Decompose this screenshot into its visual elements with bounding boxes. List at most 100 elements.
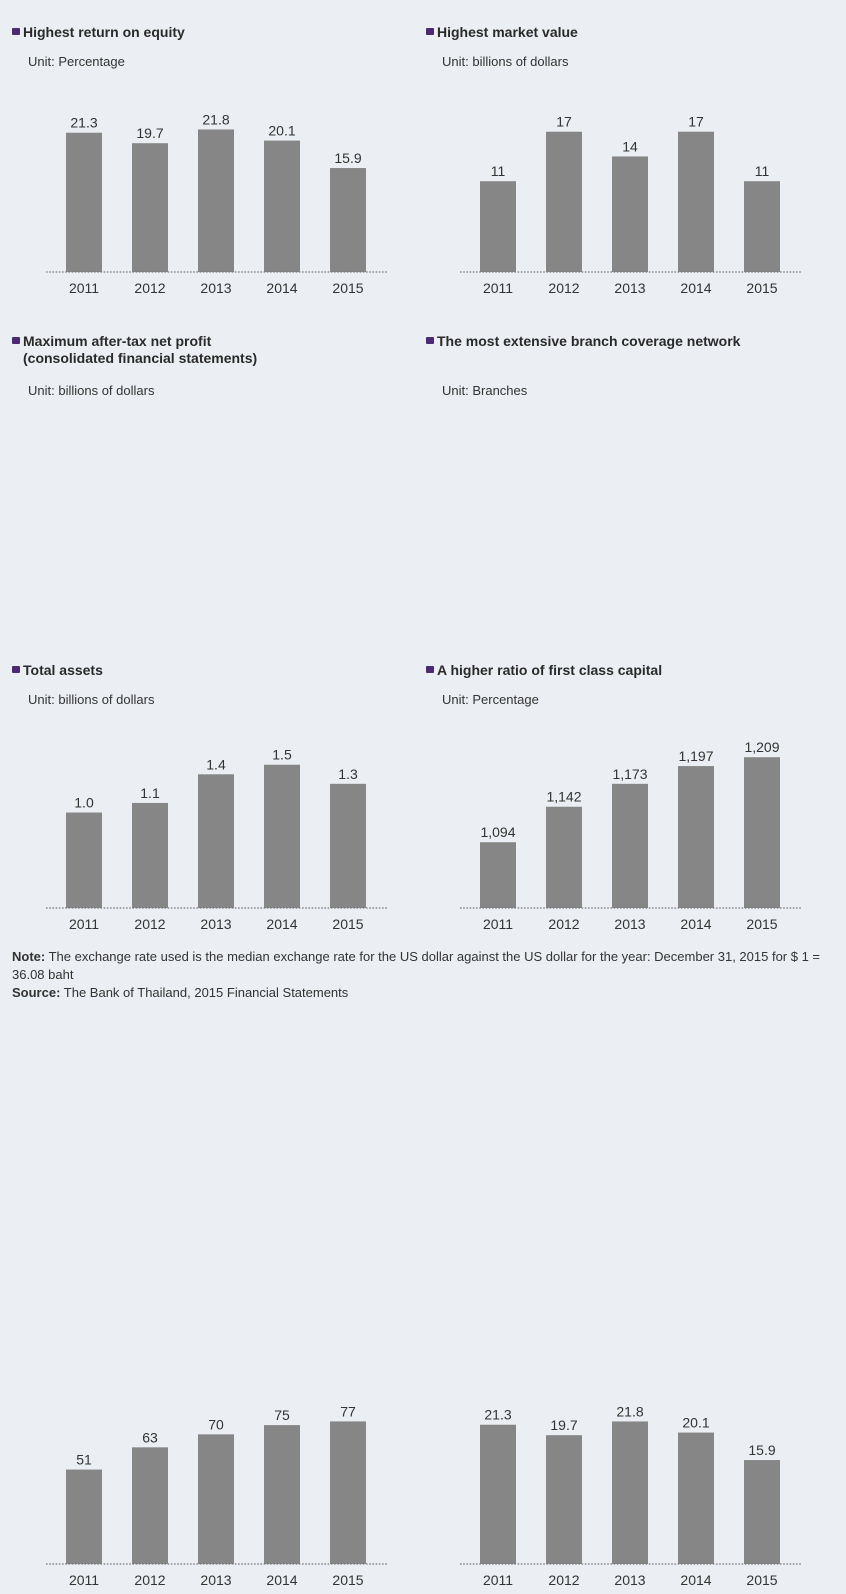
data-label: 1.5 [272, 747, 292, 763]
x-tick-label: 2012 [548, 1572, 579, 1588]
bar [744, 757, 780, 908]
bar [480, 842, 516, 908]
x-tick-label: 2012 [134, 280, 165, 296]
chart-unit: Unit: Percentage [442, 692, 539, 707]
x-tick-label: 2014 [266, 280, 297, 296]
x-tick-label: 2015 [332, 280, 363, 296]
data-label: 1,197 [678, 748, 713, 764]
data-label: 15.9 [748, 1442, 775, 1458]
bar-chart: 1,094 2011 1,142 2012 1,173 2013 1,197 2014 1,20… [460, 739, 802, 932]
footer-note: Note: The exchange rate used is the medi… [12, 948, 840, 984]
x-tick-label: 2012 [134, 1572, 165, 1588]
bar [330, 168, 366, 272]
x-tick-label: 2015 [332, 1572, 363, 1588]
bar [612, 783, 648, 908]
chart-title-text: The most extensive branch coverage netwo… [437, 333, 741, 349]
chart-unit: Unit: billions of dollars [442, 54, 569, 69]
footer-source: Source: The Bank of Thailand, 2015 Finan… [12, 984, 840, 1002]
data-label: 20.1 [268, 123, 295, 139]
data-label: 1.0 [74, 794, 94, 810]
bar [264, 764, 300, 908]
bar [264, 1425, 300, 1564]
chart-panel: The most extensive branch coverage netwo… [426, 333, 826, 938]
data-label: 1.4 [206, 756, 226, 772]
x-tick-label: 2011 [69, 916, 99, 932]
bullet-icon [12, 666, 20, 673]
x-tick-label: 2013 [200, 916, 231, 932]
data-label: 11 [491, 163, 506, 179]
data-label: 19.7 [550, 1417, 577, 1433]
bar [612, 156, 648, 272]
bar [132, 802, 168, 908]
chart-panel: Maximum after-tax net profit (consolidat… [12, 333, 412, 938]
data-label: 70 [208, 1416, 224, 1432]
x-tick-label: 2013 [614, 280, 645, 296]
bar [66, 812, 102, 908]
data-label: 17 [556, 114, 572, 130]
note-label: Note: [12, 949, 46, 964]
chart-panel: Highest return on equity Unit: Percentage… [12, 24, 412, 302]
data-label: 1,142 [546, 789, 581, 805]
data-label: 21.3 [70, 115, 97, 131]
source-label: Source: [12, 985, 61, 1000]
chart-panel: Total assets Unit: billions of dollars 51 2… [12, 662, 412, 1594]
data-label: 75 [274, 1407, 290, 1423]
chart-panel: A higher ratio of first class capital Uni… [426, 662, 826, 1594]
bar [198, 129, 234, 272]
data-label: 21.8 [616, 1403, 643, 1419]
bar [66, 132, 102, 272]
x-tick-label: 2014 [266, 1572, 297, 1588]
chart-title-text: Highest market value [437, 24, 578, 40]
x-tick-label: 2013 [200, 1572, 231, 1588]
x-tick-label: 2015 [746, 280, 777, 296]
data-label: 77 [340, 1403, 356, 1419]
bar [330, 783, 366, 908]
x-tick-label: 2013 [614, 1572, 645, 1588]
bar [678, 766, 714, 908]
x-tick-label: 2012 [548, 280, 579, 296]
x-tick-label: 2014 [266, 916, 297, 932]
data-label: 21.3 [484, 1407, 511, 1423]
x-tick-label: 2011 [69, 280, 99, 296]
x-tick-label: 2012 [134, 916, 165, 932]
data-label: 21.8 [202, 111, 229, 127]
chart-unit: Unit: Percentage [28, 54, 125, 69]
chart-panel: Highest market value Unit: billions of do… [426, 24, 826, 302]
bar [744, 181, 780, 272]
data-label: 11 [755, 163, 770, 179]
bar [480, 181, 516, 272]
x-tick-label: 2011 [69, 1572, 99, 1588]
bar [66, 1469, 102, 1564]
bar [546, 806, 582, 908]
bar [744, 1460, 780, 1564]
bullet-icon [426, 337, 434, 344]
bar [546, 1435, 582, 1564]
data-label: 1,094 [480, 824, 515, 840]
x-tick-label: 2014 [680, 280, 711, 296]
chart-title-text: Total assets [23, 662, 103, 678]
chart-title-text: A higher ratio of first class capital [437, 662, 663, 678]
data-label: 17 [688, 114, 704, 130]
bullet-icon [426, 28, 434, 35]
bar [330, 1421, 366, 1564]
bar [264, 140, 300, 272]
data-label: 19.7 [136, 125, 163, 141]
x-tick-label: 2014 [680, 916, 711, 932]
bar-chart: 21.3 2011 19.7 2012 21.8 2013 20.1 2014 15.9 2015 [46, 111, 388, 296]
x-tick-label: 2015 [746, 916, 777, 932]
x-tick-label: 2012 [548, 916, 579, 932]
data-label: 1,209 [744, 739, 779, 755]
chart-title-text: Highest return on equity [23, 24, 185, 40]
data-label: 15.9 [334, 150, 361, 166]
data-label: 63 [142, 1429, 158, 1445]
x-tick-label: 2015 [332, 916, 363, 932]
x-tick-label: 2011 [483, 280, 513, 296]
bar-chart: 1.0 2011 1.1 2012 1.4 2013 1.5 2014 1.3 2015 [46, 747, 388, 932]
bar-chart: 21.3 2011 19.7 2012 21.8 2013 20.1 2014 15.9 2015 [460, 1403, 802, 1588]
data-label: 1.1 [140, 785, 160, 801]
chart-unit: Unit: billions of dollars [28, 383, 155, 398]
data-label: 51 [76, 1452, 92, 1468]
x-tick-label: 2013 [614, 916, 645, 932]
data-label: 1.3 [338, 766, 358, 782]
chart-unit: Unit: Branches [442, 383, 528, 398]
